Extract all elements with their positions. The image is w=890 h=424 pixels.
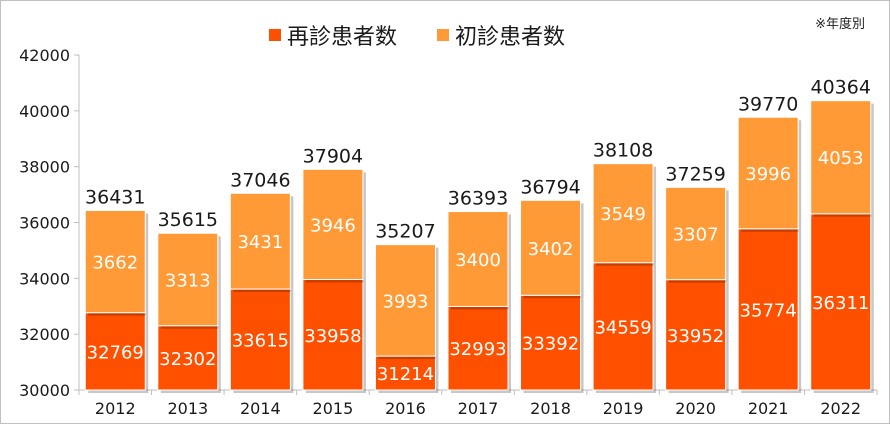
data-label-first-visit: 4053 — [818, 148, 864, 169]
legend-item-revisit: 再診患者数 — [269, 19, 397, 51]
total-label: 37904 — [303, 145, 363, 167]
fiscal-year-note: ※年度別 — [815, 17, 865, 32]
data-label-first-visit: 3549 — [600, 204, 646, 225]
bar-revisit — [810, 213, 872, 391]
total-label: 37046 — [230, 169, 290, 191]
x-tick-label: 2019 — [603, 399, 644, 418]
data-label-revisit: 34559 — [594, 317, 651, 338]
x-tick-label: 2012 — [95, 399, 136, 418]
data-label-revisit: 33958 — [304, 326, 361, 347]
bar-revisit — [520, 294, 582, 391]
y-tick-label: 42000 — [19, 46, 70, 65]
x-tick-label: 2014 — [240, 399, 281, 418]
bar-first-visit — [84, 209, 146, 314]
bar-revisit — [302, 279, 364, 391]
x-tick-label: 2013 — [167, 399, 208, 418]
total-label: 36431 — [85, 186, 145, 208]
y-tick-label: 32000 — [19, 325, 70, 344]
legend-item-first-visit: 初診患者数 — [437, 19, 565, 51]
data-label-first-visit: 3662 — [92, 253, 138, 274]
x-tick-label: 2018 — [530, 399, 571, 418]
data-label-revisit: 33952 — [667, 326, 724, 347]
data-label-first-visit: 3313 — [165, 270, 211, 291]
data-label-first-visit: 3946 — [310, 215, 356, 236]
data-label-first-visit: 3431 — [237, 232, 283, 253]
legend-swatch-first-visit — [437, 29, 450, 41]
y-tick-label: 30000 — [19, 381, 70, 400]
y-tick-label: 34000 — [19, 269, 70, 288]
x-tick-label: 2020 — [675, 399, 716, 418]
data-label-first-visit: 3996 — [745, 164, 791, 185]
bar-revisit — [592, 262, 654, 391]
total-label: 40364 — [811, 77, 871, 99]
data-label-first-visit: 3402 — [528, 239, 574, 260]
bar-first-visit — [157, 232, 219, 327]
total-label: 37259 — [665, 163, 725, 185]
x-tick-label: 2017 — [458, 399, 499, 418]
total-label: 38108 — [593, 140, 653, 162]
bar-first-visit — [229, 192, 291, 290]
bar-first-visit — [302, 168, 364, 281]
data-label-first-visit: 3307 — [673, 225, 719, 246]
legend-swatch-revisit — [269, 29, 281, 41]
data-label-revisit: 35774 — [740, 300, 797, 321]
total-label: 36393 — [448, 188, 508, 210]
total-label: 36794 — [520, 176, 580, 198]
legend: 再診患者数 初診患者数 — [269, 19, 605, 51]
x-tick-label: 2016 — [385, 399, 426, 418]
data-label-revisit: 33615 — [232, 331, 289, 352]
bar-revisit — [665, 279, 727, 391]
total-label: 35207 — [375, 221, 435, 243]
legend-label-first-visit: 初診患者数 — [455, 25, 566, 50]
bar-first-visit — [737, 116, 799, 230]
total-label: 39770 — [738, 93, 798, 115]
x-tick-label: 2022 — [820, 399, 861, 418]
bar-first-visit — [374, 244, 436, 357]
data-label-revisit: 32769 — [87, 342, 144, 363]
bar-revisit — [374, 355, 436, 391]
data-label-revisit: 33392 — [522, 334, 579, 355]
y-tick-label: 38000 — [19, 158, 70, 177]
y-tick-label: 40000 — [19, 102, 70, 121]
legend-label-revisit: 再診患者数 — [287, 25, 398, 50]
total-label: 35615 — [158, 209, 218, 231]
bar-revisit — [157, 325, 219, 391]
y-tick-label: 36000 — [19, 214, 70, 233]
bar-first-visit — [520, 199, 582, 296]
x-tick-label: 2021 — [748, 399, 789, 418]
x-tick-label: 2015 — [313, 399, 354, 418]
data-label-revisit: 32993 — [449, 339, 506, 360]
data-label-revisit: 36311 — [812, 293, 869, 314]
data-label-first-visit: 3400 — [455, 250, 501, 271]
bar-first-visit — [592, 163, 654, 264]
data-label-first-visit: 3993 — [383, 291, 429, 312]
bar-revisit — [447, 305, 509, 391]
bar-first-visit — [810, 100, 872, 215]
data-label-revisit: 32302 — [159, 349, 216, 370]
bar-first-visit — [447, 211, 509, 307]
data-label-revisit: 31214 — [377, 364, 434, 385]
bar-first-visit — [665, 186, 727, 281]
